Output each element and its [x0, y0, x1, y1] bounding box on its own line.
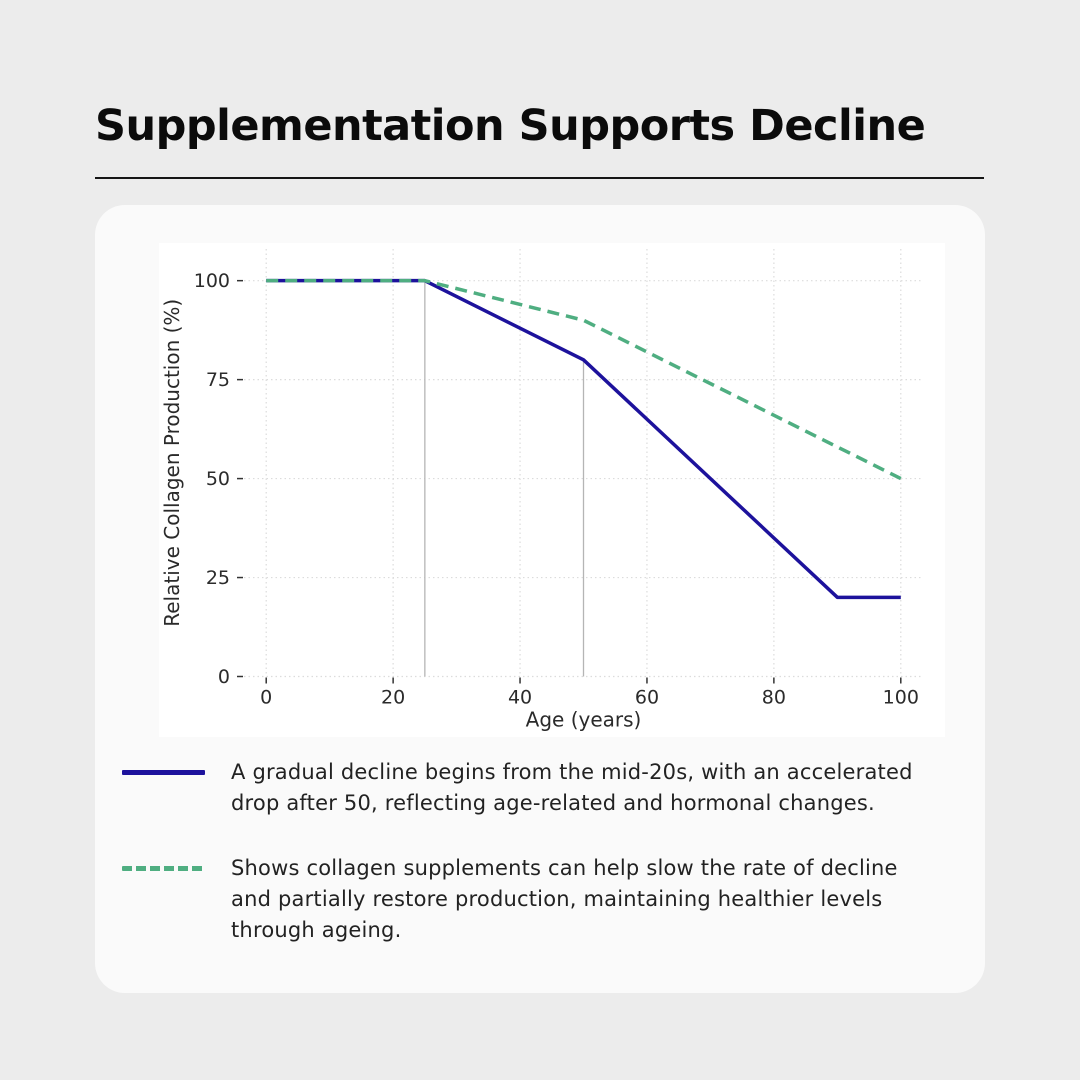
x-tick-label: 0 [260, 687, 272, 709]
y-tick-label: 0 [218, 666, 230, 688]
y-tick-label: 25 [206, 567, 230, 589]
x-tick-label: 80 [762, 687, 786, 709]
y-axis-label: Relative Collagen Production (%) [160, 299, 184, 627]
legend-item-with-supplementation: Shows collagen supplements can help slow… [95, 853, 985, 946]
page-title: Supplementation Supports Decline [95, 101, 926, 151]
legend-text-natural-decline: A gradual decline begins from the mid-20… [231, 760, 913, 815]
dashed-line-swatch [122, 866, 205, 871]
x-tick-label: 40 [508, 687, 532, 709]
legend-text-with-supplementation: Shows collagen supplements can help slow… [231, 856, 898, 942]
solid-line-swatch [122, 770, 205, 775]
chart-card: 0 20 40 60 80 100 0 25 50 75 100 Age (years) Relativ… [95, 205, 985, 993]
x-axis-label: Age (years) [526, 708, 642, 732]
y-tick-label: 100 [194, 270, 230, 292]
x-tick-label: 20 [381, 687, 405, 709]
title-underline [95, 177, 984, 179]
y-tick-label: 75 [206, 369, 230, 391]
legend-item-natural-decline: A gradual decline begins from the mid-20… [95, 757, 985, 819]
x-tick-label: 100 [883, 687, 919, 709]
collagen-production-chart: 0 20 40 60 80 100 0 25 50 75 100 Age (years) Relativ… [160, 249, 923, 732]
chart-figure: 0 20 40 60 80 100 0 25 50 75 100 Age (years) Relativ… [159, 243, 945, 737]
series-line-with-supplementation [266, 278, 902, 481]
x-tick-label: 60 [635, 687, 659, 709]
chart-legend: A gradual decline begins from the mid-20… [95, 757, 985, 946]
y-tick-label: 50 [206, 468, 230, 490]
